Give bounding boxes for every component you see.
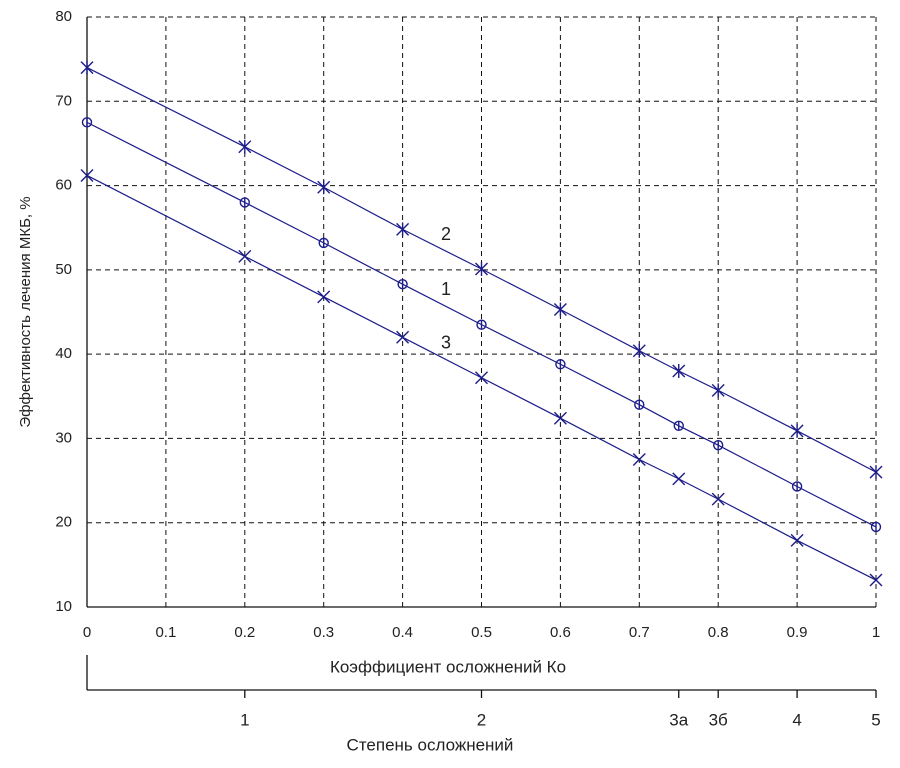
data-point bbox=[396, 222, 410, 237]
data-point bbox=[238, 139, 252, 154]
x-tick-label: 0.4 bbox=[392, 624, 413, 641]
data-point bbox=[790, 423, 804, 438]
data-point bbox=[672, 472, 686, 486]
data-point bbox=[81, 117, 93, 128]
data-point bbox=[672, 364, 686, 378]
marker-part bbox=[238, 249, 252, 263]
marker-part bbox=[553, 411, 567, 425]
data-point bbox=[317, 180, 331, 195]
y-tick-label: 40 bbox=[55, 345, 72, 362]
data-point bbox=[475, 262, 488, 277]
secondary-tick-label: 5 bbox=[871, 710, 880, 729]
data-point bbox=[553, 411, 567, 425]
secondary-axis-label: Степень осложнений bbox=[347, 735, 514, 754]
data-point bbox=[239, 197, 251, 208]
x-tick-label: 0.3 bbox=[313, 624, 334, 641]
y-tick-label: 50 bbox=[55, 261, 72, 278]
data-point bbox=[634, 399, 645, 410]
data-point bbox=[475, 371, 488, 385]
x-tick-label: 0.9 bbox=[787, 624, 808, 641]
data-point bbox=[791, 481, 803, 492]
y-axis-label: Эффективность лечения МКБ, % bbox=[17, 196, 34, 427]
secondary-tick-label: 3а bbox=[669, 710, 688, 729]
data-point bbox=[632, 453, 646, 466]
secondary-tick-label: 3б bbox=[709, 710, 728, 729]
x-tick-label: 0.1 bbox=[155, 624, 176, 641]
data-point bbox=[790, 533, 804, 547]
marker-part bbox=[672, 472, 686, 486]
marker-part bbox=[396, 330, 410, 344]
data-point bbox=[632, 343, 646, 358]
data-point bbox=[317, 290, 331, 304]
x-tick-label: 0.5 bbox=[471, 624, 492, 641]
data-point bbox=[80, 60, 94, 75]
series-label: 1 bbox=[441, 279, 451, 299]
data-point bbox=[869, 465, 883, 480]
data-point bbox=[397, 278, 408, 290]
data-point bbox=[711, 492, 725, 506]
x-tick-label: 0.7 bbox=[629, 624, 650, 641]
secondary-tick-label: 4 bbox=[792, 710, 801, 729]
x-tick-label: 1 bbox=[872, 624, 880, 641]
x-axis-label: Коэффициент осложнений Ко bbox=[330, 657, 566, 676]
data-point bbox=[870, 521, 882, 533]
marker-part bbox=[632, 453, 646, 466]
data-point bbox=[318, 237, 329, 249]
marker-part bbox=[869, 573, 883, 587]
y-tick-label: 20 bbox=[55, 514, 72, 531]
x-tick-label: 0.2 bbox=[234, 624, 255, 641]
marker-part bbox=[317, 290, 331, 304]
data-point bbox=[553, 302, 567, 317]
secondary-tick-label: 1 bbox=[240, 710, 249, 729]
data-point bbox=[238, 249, 252, 263]
series-label: 2 bbox=[441, 224, 451, 244]
series-label: 3 bbox=[441, 332, 451, 352]
data-point bbox=[713, 439, 724, 451]
data-point bbox=[476, 319, 487, 330]
data-point bbox=[555, 359, 566, 370]
secondary-tick-label: 2 bbox=[477, 710, 486, 729]
data-point bbox=[396, 330, 410, 344]
y-tick-label: 10 bbox=[55, 598, 72, 615]
y-tick-label: 80 bbox=[55, 8, 72, 25]
data-point bbox=[711, 383, 725, 398]
y-tick-label: 30 bbox=[55, 429, 72, 446]
data-point bbox=[869, 573, 883, 587]
marker-part bbox=[711, 492, 725, 506]
y-tick-label: 70 bbox=[55, 92, 72, 109]
data-point bbox=[673, 420, 684, 431]
marker-part bbox=[790, 533, 804, 547]
data-point bbox=[80, 168, 94, 182]
marker-part bbox=[475, 371, 488, 385]
y-tick-label: 60 bbox=[55, 177, 72, 194]
x-tick-label: 0.8 bbox=[708, 624, 729, 641]
x-tick-label: 0 bbox=[83, 624, 91, 641]
marker-part bbox=[80, 168, 94, 182]
x-tick-label: 0.6 bbox=[550, 624, 571, 641]
